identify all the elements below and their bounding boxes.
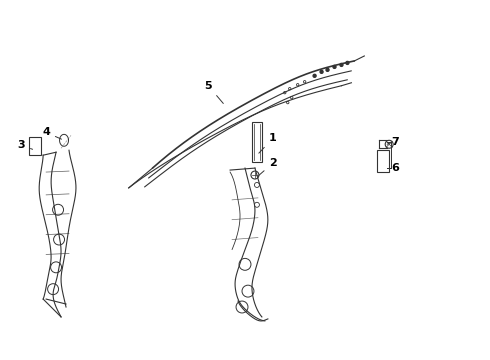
Bar xyxy=(377,150,389,172)
Text: 5: 5 xyxy=(204,81,223,103)
Circle shape xyxy=(346,62,349,64)
Text: 4: 4 xyxy=(42,127,62,139)
Bar xyxy=(29,137,41,155)
Circle shape xyxy=(320,70,323,73)
Text: 7: 7 xyxy=(392,137,399,147)
Circle shape xyxy=(340,63,343,66)
Circle shape xyxy=(333,66,336,68)
Circle shape xyxy=(326,68,329,71)
Text: 6: 6 xyxy=(391,163,399,173)
Text: 3: 3 xyxy=(18,140,32,150)
Bar xyxy=(252,122,262,162)
Text: 1: 1 xyxy=(259,133,277,153)
Circle shape xyxy=(313,74,316,77)
Text: 2: 2 xyxy=(259,158,277,175)
